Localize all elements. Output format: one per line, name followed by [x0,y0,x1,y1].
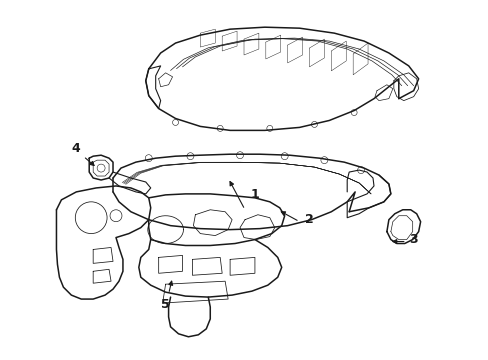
Text: 1: 1 [250,188,259,201]
Text: 2: 2 [305,213,313,226]
Text: 5: 5 [161,297,170,311]
Text: 3: 3 [408,233,417,246]
Text: 4: 4 [72,142,81,155]
